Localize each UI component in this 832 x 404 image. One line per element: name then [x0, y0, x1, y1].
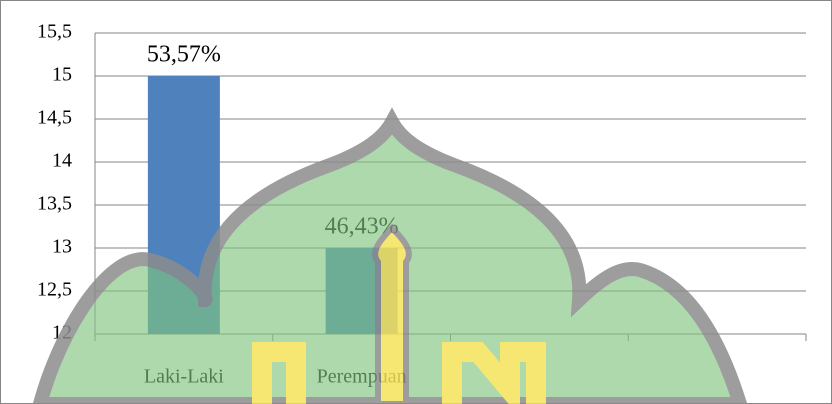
- y-tick-label: 14: [52, 150, 72, 172]
- annotation: 53,57%: [147, 42, 221, 68]
- y-tick-label: 13: [52, 236, 72, 258]
- y-tick-label: 14,5: [37, 107, 72, 129]
- watermark-minaret: [375, 228, 409, 404]
- y-tick-label: 13,5: [37, 193, 72, 215]
- y-tick-label: 15: [52, 64, 72, 86]
- y-tick-label: 15,5: [37, 21, 72, 43]
- y-tick-label: 12,5: [37, 279, 72, 301]
- chart: 1212,51313,51414,51515,5Laki-Laki53,57%P…: [0, 0, 832, 404]
